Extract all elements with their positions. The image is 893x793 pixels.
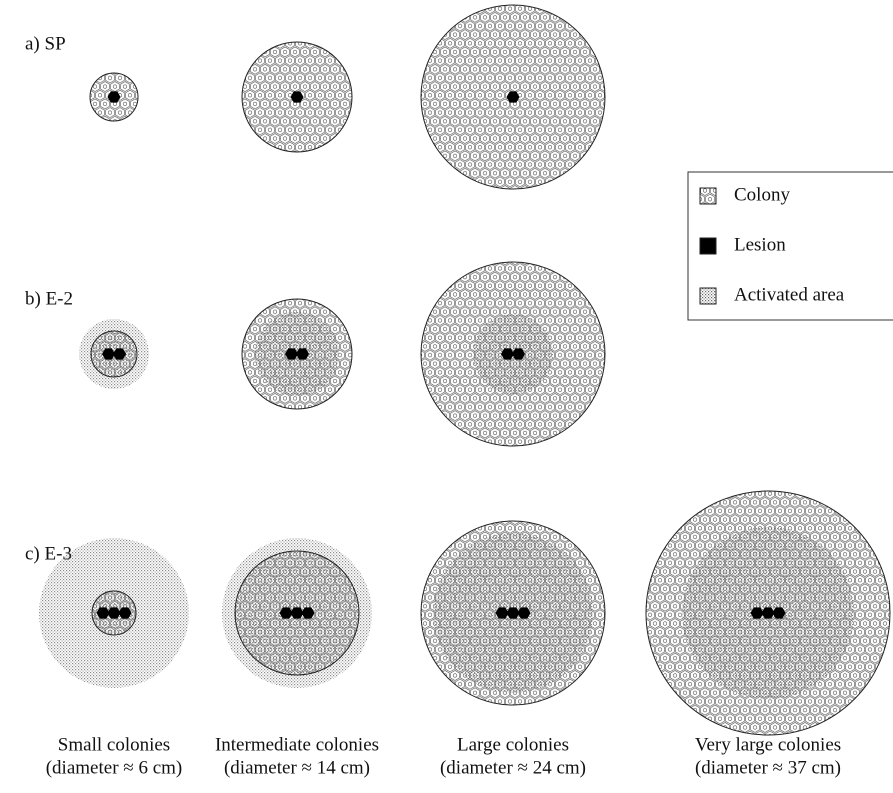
column-name: Intermediate colonies — [215, 734, 379, 755]
column-size: (diameter ≈ 37 cm) — [695, 757, 841, 778]
row-label: b) E-2 — [25, 288, 73, 309]
legend-icon — [700, 288, 716, 304]
column-name: Very large colonies — [695, 734, 841, 755]
row-label: a) SP — [25, 33, 66, 54]
column-name: Large colonies — [457, 734, 569, 755]
legend-icon — [700, 188, 716, 204]
legend-label: Colony — [734, 184, 790, 205]
column-size: (diameter ≈ 24 cm) — [440, 757, 586, 778]
legend-label: Activated area — [734, 284, 845, 305]
legend-label: Lesion — [734, 234, 786, 255]
column-size: (diameter ≈ 14 cm) — [224, 757, 370, 778]
column-size: (diameter ≈ 6 cm) — [46, 757, 183, 778]
page: {"rows": [{"label": "a) SP"}, {"label": … — [0, 0, 893, 793]
diagram: a) SPb) E-2c) E-3Small colonies(diameter… — [0, 0, 893, 793]
legend-icon — [700, 238, 716, 254]
column-name: Small colonies — [58, 734, 170, 755]
